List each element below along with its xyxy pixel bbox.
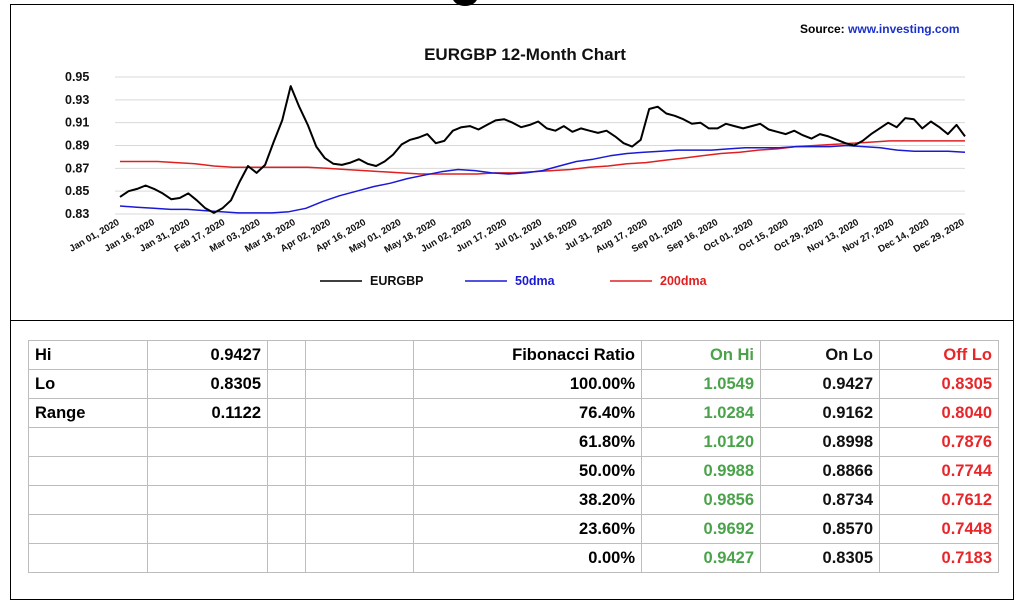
y-axis: 0.95 0.93 0.91 0.89 0.87 0.85 0.83 [65, 70, 89, 221]
table-header-row: Hi 0.9427 Fibonacci Ratio On Hi On Lo Off Lo [28, 340, 999, 370]
y-tick-label: 0.95 [65, 70, 89, 84]
empty-cell [267, 369, 306, 399]
off-lo-value: 0.7876 [879, 427, 999, 457]
legend-item: 50dma [515, 274, 556, 288]
off-lo-value: 0.7612 [879, 485, 999, 515]
fib-ratio: 61.80% [413, 427, 642, 457]
empty-cell [267, 456, 306, 486]
empty-cell [305, 398, 414, 428]
fib-ratio: 76.40% [413, 398, 642, 428]
series-line-eurgbp [119, 85, 966, 214]
table-row: 38.20% 0.9856 0.8734 0.7612 [28, 485, 999, 515]
off-lo-value: 0.8305 [879, 369, 999, 399]
stat-value [147, 514, 268, 544]
on-hi-value: 1.0549 [641, 369, 761, 399]
on-hi-value: 0.9692 [641, 514, 761, 544]
empty-cell [267, 340, 306, 370]
fib-ratio: 0.00% [413, 543, 642, 573]
off-lo-value: 0.8040 [879, 398, 999, 428]
stat-label [28, 514, 148, 544]
on-hi-value: 1.0284 [641, 398, 761, 428]
table-row: Lo 0.8305 100.00% 1.0549 0.9427 0.8305 [28, 369, 999, 399]
empty-cell [305, 456, 414, 486]
stat-value [147, 485, 268, 515]
stat-label [28, 456, 148, 486]
on-hi-value: 0.9856 [641, 485, 761, 515]
empty-cell [305, 427, 414, 457]
header-fibonacci-ratio: Fibonacci Ratio [413, 340, 642, 370]
empty-cell [305, 340, 414, 370]
table-row: Range 0.1122 76.40% 1.0284 0.9162 0.8040 [28, 398, 999, 428]
on-lo-value: 0.8866 [760, 456, 880, 486]
y-tick-label: 0.83 [65, 207, 89, 221]
table-row: 23.60% 0.9692 0.8570 0.7448 [28, 514, 999, 544]
section-divider [10, 320, 1014, 321]
y-tick-label: 0.87 [65, 161, 89, 175]
empty-cell [305, 514, 414, 544]
stat-value [147, 456, 268, 486]
fib-ratio: 23.60% [413, 514, 642, 544]
fibonacci-table: Hi 0.9427 Fibonacci Ratio On Hi On Lo Off Lo L… [28, 340, 999, 573]
empty-cell [267, 514, 306, 544]
on-lo-value: 0.8998 [760, 427, 880, 457]
empty-cell [267, 427, 306, 457]
fib-ratio: 50.00% [413, 456, 642, 486]
y-tick-label: 0.91 [65, 116, 89, 130]
on-hi-value: 0.9988 [641, 456, 761, 486]
table-row: 50.00% 0.9988 0.8866 0.7744 [28, 456, 999, 486]
on-hi-value: 1.0120 [641, 427, 761, 457]
on-lo-value: 0.8570 [760, 514, 880, 544]
off-lo-value: 0.7183 [879, 543, 999, 573]
stat-label [28, 427, 148, 457]
source-url[interactable]: www.investing.com [848, 22, 960, 36]
table-row: 0.00% 0.9427 0.8305 0.7183 [28, 543, 999, 573]
legend-item: EURGBP [370, 274, 423, 288]
stat-value [147, 543, 268, 573]
empty-cell [305, 543, 414, 573]
on-lo-value: 0.9427 [760, 369, 880, 399]
y-tick-label: 0.93 [65, 93, 89, 107]
eurgbp-chart: EURGBP 12-Month Chart 0.950.930.910.890.… [65, 45, 967, 288]
source-credit: Source: www.investing.com [800, 22, 960, 36]
fib-ratio: 100.00% [413, 369, 642, 399]
off-lo-value: 0.7744 [879, 456, 999, 486]
empty-cell [267, 543, 306, 573]
on-lo-value: 0.8305 [760, 543, 880, 573]
y-tick-label: 0.89 [65, 139, 89, 153]
off-lo-value: 0.7448 [879, 514, 999, 544]
chart-legend: EURGBP 50dma 200dma [320, 274, 708, 288]
stat-value: 0.9427 [147, 340, 268, 370]
chart-title: EURGBP 12-Month Chart [424, 45, 626, 64]
stat-value [147, 427, 268, 457]
empty-cell [267, 398, 306, 428]
stat-label: Lo [28, 369, 148, 399]
header-off-lo: Off Lo [879, 340, 999, 370]
on-hi-value: 0.9427 [641, 543, 761, 573]
stat-label: Hi [28, 340, 148, 370]
stat-label: Range [28, 398, 148, 428]
y-tick-label: 0.85 [65, 184, 89, 198]
table-row: 61.80% 1.0120 0.8998 0.7876 [28, 427, 999, 457]
stat-value: 0.8305 [147, 369, 268, 399]
legend-item: 200dma [660, 274, 708, 288]
stat-value: 0.1122 [147, 398, 268, 428]
series-lines [119, 85, 966, 214]
logo-fragment [452, 0, 478, 6]
figure-frame [10, 4, 1014, 600]
on-lo-value: 0.9162 [760, 398, 880, 428]
series-line-50dma [119, 144, 966, 214]
on-lo-value: 0.8734 [760, 485, 880, 515]
empty-cell [267, 485, 306, 515]
header-on-hi: On Hi [641, 340, 761, 370]
header-on-lo: On Lo [760, 340, 880, 370]
fib-ratio: 38.20% [413, 485, 642, 515]
source-label: Source: [800, 22, 845, 36]
empty-cell [305, 369, 414, 399]
stat-label [28, 543, 148, 573]
empty-cell [305, 485, 414, 515]
stat-label [28, 485, 148, 515]
